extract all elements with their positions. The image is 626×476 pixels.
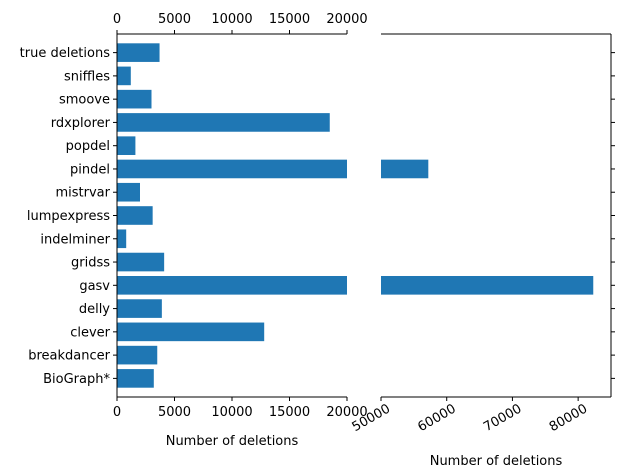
- y-tick-label-gridss: gridss: [71, 256, 110, 271]
- left-x-tick-label-bottom-0: 0: [113, 405, 121, 420]
- bar-left-pindel: [117, 159, 347, 179]
- bar-left-mistrvar: [117, 182, 140, 202]
- bar-left-indelminer: [117, 229, 127, 249]
- left-x-tick-label-top-15000: 15000: [269, 12, 310, 27]
- y-tick-label-true-deletions: true deletions: [20, 46, 111, 61]
- y-tick-label-delly: delly: [79, 302, 110, 317]
- y-tick-label-smoove: smoove: [59, 93, 110, 108]
- y-tick-label-breakdancer: breakdancer: [28, 349, 110, 364]
- y-tick-label-biograph: BioGraph*: [43, 372, 110, 387]
- y-tick-label-popdel: popdel: [66, 139, 110, 154]
- left-x-axis-label: Number of deletions: [166, 434, 299, 449]
- y-tick-label-gasv: gasv: [79, 279, 110, 294]
- bar-left-rdxplorer: [117, 113, 330, 132]
- y-tick-label-pindel: pindel: [70, 162, 110, 177]
- bar-left-biograph: [117, 369, 154, 388]
- right-bars: [381, 159, 594, 295]
- bar-right-gasv: [381, 276, 594, 295]
- right-panel: 50000 60000 70000 80000 Number of deletions: [350, 33, 615, 469]
- bar-left-true-deletions: [117, 43, 160, 62]
- right-x-axis-label: Number of deletions: [430, 454, 563, 469]
- left-x-tick-label-bottom-5000: 5000: [158, 405, 191, 420]
- left-x-tick-label-bottom-20000: 20000: [326, 405, 367, 420]
- right-y-ticks: [611, 52, 615, 379]
- bar-right-pindel: [381, 159, 429, 179]
- left-x-tick-label-top-20000: 20000: [326, 12, 367, 27]
- left-x-tick-label-bottom-15000: 15000: [269, 405, 310, 420]
- bar-left-gasv: [117, 276, 347, 295]
- y-tick-label-indelminer: indelminer: [40, 232, 110, 247]
- bar-left-delly: [117, 299, 162, 318]
- left-x-tick-label-top-5000: 5000: [158, 12, 191, 27]
- left-bars: [117, 43, 347, 388]
- left-panel: 0 0 5000 5000 10000 10000 15000 15000 20000 20000…: [20, 12, 368, 449]
- bar-left-sniffles: [117, 66, 131, 86]
- right-x-tick-label-60000: 60000: [415, 401, 458, 435]
- bar-left-clever: [117, 322, 265, 342]
- y-tick-label-mistrvar: mistrvar: [56, 186, 111, 201]
- bar-left-smoove: [117, 89, 152, 109]
- left-x-tick-label-top-0: 0: [113, 12, 121, 27]
- y-ticks: BioGraph* breakdancer clever delly gasv grids…: [20, 46, 117, 387]
- left-x-ticks: 0 0 5000 5000 10000 10000 15000 15000 20000 20000: [113, 12, 368, 420]
- y-tick-label-sniffles: sniffles: [64, 69, 110, 84]
- left-x-tick-label-bottom-10000: 10000: [211, 405, 252, 420]
- y-tick-label-clever: clever: [70, 325, 110, 340]
- bar-left-gridss: [117, 252, 165, 272]
- y-tick-label-lumpexpress: lumpexpress: [27, 209, 110, 224]
- right-x-tick-label-80000: 80000: [547, 401, 590, 435]
- left-x-tick-label-top-10000: 10000: [211, 12, 252, 27]
- y-tick-label-rdxplorer: rdxplorer: [51, 116, 111, 131]
- right-x-tick-label-70000: 70000: [481, 401, 524, 435]
- bar-left-popdel: [117, 136, 136, 155]
- bar-left-lumpexpress: [117, 206, 153, 225]
- bar-left-breakdancer: [117, 345, 158, 365]
- right-x-ticks: 50000 60000 70000 80000: [350, 397, 590, 435]
